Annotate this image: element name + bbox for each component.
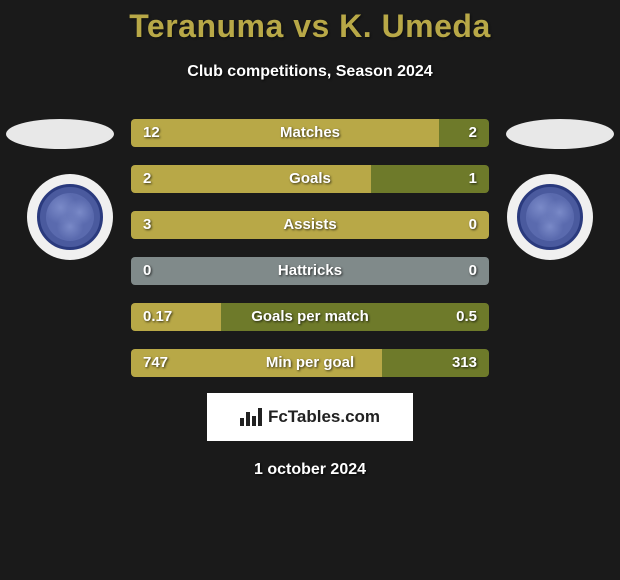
stat-row: Hattricks00 — [131, 257, 489, 285]
stat-bar-right — [382, 349, 489, 377]
stat-bar-left — [131, 165, 371, 193]
stat-bar-right — [221, 303, 490, 331]
stat-row: Goals21 — [131, 165, 489, 193]
footer-date: 1 october 2024 — [0, 461, 620, 479]
stat-row: Assists30 — [131, 211, 489, 239]
badge-icon — [37, 184, 103, 250]
stat-bar-right — [310, 257, 489, 285]
brand-box: FcTables.com — [207, 393, 413, 441]
team-badge-right — [507, 174, 593, 260]
stat-rows: Matches122 Goals21 Assists30 Hattricks00 Goa… — [131, 119, 489, 395]
brand-chart-icon — [240, 408, 262, 426]
stat-row: Min per goal747313 — [131, 349, 489, 377]
player-placeholder-left — [6, 119, 114, 149]
page-title: Teranuma vs K. Umeda — [0, 8, 620, 45]
team-badge-left — [27, 174, 113, 260]
player-placeholder-right — [506, 119, 614, 149]
stat-bar-left — [131, 349, 382, 377]
stat-bar-left — [131, 257, 310, 285]
stat-bar-right — [371, 165, 489, 193]
brand-text: FcTables.com — [268, 407, 380, 427]
stat-bar-left — [131, 211, 489, 239]
stat-row: Goals per match0.170.5 — [131, 303, 489, 331]
comparison-area: Matches122 Goals21 Assists30 Hattricks00 Goa… — [0, 119, 620, 379]
badge-icon — [517, 184, 583, 250]
stat-bar-right — [439, 119, 489, 147]
stat-row: Matches122 — [131, 119, 489, 147]
infographic-container: Teranuma vs K. Umeda Club competitions, … — [0, 0, 620, 580]
page-subtitle: Club competitions, Season 2024 — [0, 63, 620, 81]
stat-bar-left — [131, 119, 439, 147]
stat-bar-left — [131, 303, 221, 331]
